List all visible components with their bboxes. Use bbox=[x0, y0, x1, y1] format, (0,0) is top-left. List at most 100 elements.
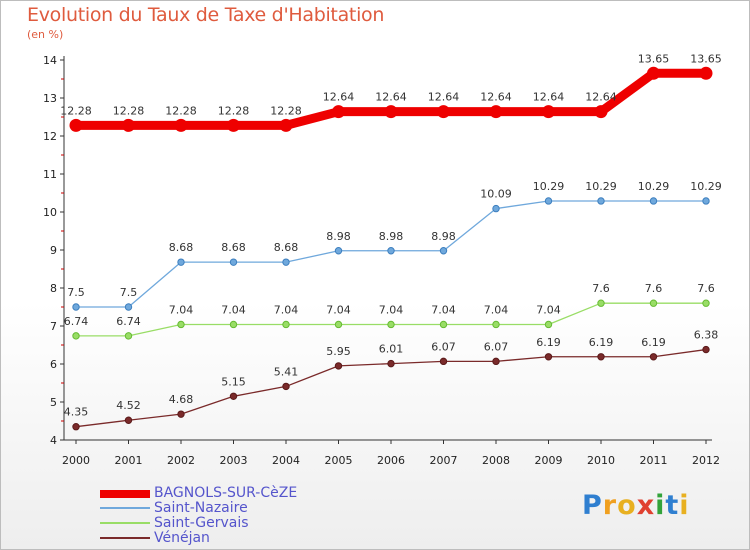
data-label: 12.64 bbox=[480, 91, 512, 104]
data-point bbox=[439, 320, 448, 329]
legend-label-saint-gervais: Saint-Gervais bbox=[154, 515, 249, 531]
data-label: 12.64 bbox=[533, 91, 565, 104]
data-point bbox=[279, 118, 293, 132]
data-point bbox=[334, 362, 343, 370]
data-label: 12.28 bbox=[113, 104, 145, 117]
x-tick-label: 2000 bbox=[62, 454, 90, 467]
data-label: 12.64 bbox=[323, 91, 355, 104]
data-point bbox=[384, 105, 398, 119]
data-point bbox=[647, 66, 660, 80]
data-point bbox=[229, 392, 238, 400]
legend-label-saint-nazaire: Saint-Nazaire bbox=[154, 500, 248, 516]
y-tick-label: 14 bbox=[43, 54, 57, 67]
data-point bbox=[177, 258, 185, 266]
data-point bbox=[124, 303, 133, 311]
data-point bbox=[702, 299, 710, 307]
data-point bbox=[544, 353, 553, 361]
data-label: 8.98 bbox=[379, 230, 404, 243]
legend-swatch-venejan bbox=[100, 537, 150, 539]
data-label: 10.29 bbox=[533, 180, 565, 193]
y-tick-label: 13 bbox=[43, 92, 57, 105]
y-tick-label: 4 bbox=[50, 434, 57, 447]
data-label: 10.29 bbox=[690, 180, 722, 193]
chart-title: Evolution du Taux de Taxe d'Habitation bbox=[27, 4, 385, 26]
data-point bbox=[332, 105, 345, 119]
x-tick-label: 2001 bbox=[115, 454, 143, 467]
legend-swatch-bagnols bbox=[100, 490, 150, 498]
x-tick-label: 2011 bbox=[640, 454, 668, 467]
logo-letter: x bbox=[636, 490, 656, 521]
data-point bbox=[439, 247, 448, 255]
data-label: 12.64 bbox=[428, 91, 460, 104]
data-point bbox=[177, 410, 185, 418]
data-point bbox=[544, 197, 553, 205]
data-point bbox=[492, 320, 500, 329]
data-point bbox=[69, 118, 83, 132]
data-label: 4.35 bbox=[64, 406, 89, 419]
data-point bbox=[72, 303, 80, 311]
y-tick-label: 11 bbox=[43, 168, 57, 181]
data-label: 7.6 bbox=[592, 282, 610, 295]
data-point bbox=[649, 353, 658, 361]
chart-subtitle: (en %) bbox=[27, 28, 64, 41]
data-point bbox=[282, 320, 290, 329]
y-tick-label: 9 bbox=[50, 244, 57, 257]
x-tick-label: 2008 bbox=[482, 454, 510, 467]
data-label: 4.68 bbox=[169, 393, 194, 406]
data-label: 13.65 bbox=[690, 52, 722, 65]
data-label: 7.04 bbox=[484, 303, 509, 316]
data-point bbox=[594, 105, 608, 119]
data-label: 10.09 bbox=[480, 188, 512, 201]
data-label: 5.95 bbox=[326, 345, 351, 358]
data-label: 6.38 bbox=[694, 329, 719, 342]
logo-letter: t bbox=[665, 490, 680, 521]
data-label: 6.74 bbox=[116, 315, 141, 328]
data-label: 7.04 bbox=[274, 303, 299, 316]
data-label: 7.04 bbox=[536, 303, 561, 316]
logo-letter: P bbox=[582, 490, 603, 521]
data-point bbox=[597, 197, 605, 205]
data-label: 7.04 bbox=[221, 303, 246, 316]
data-label: 6.19 bbox=[641, 336, 666, 349]
data-point bbox=[492, 204, 500, 213]
x-tick-label: 2003 bbox=[220, 454, 248, 467]
data-label: 12.64 bbox=[585, 91, 617, 104]
data-point bbox=[227, 118, 240, 132]
data-label: 12.28 bbox=[270, 104, 302, 117]
data-label: 6.74 bbox=[64, 315, 89, 328]
legend-label-bagnols: BAGNOLS-SUR-CèZE bbox=[154, 485, 298, 501]
data-label: 8.68 bbox=[169, 241, 194, 254]
data-point bbox=[597, 299, 605, 307]
data-point bbox=[439, 357, 448, 366]
data-label: 7.6 bbox=[645, 282, 663, 295]
data-point bbox=[334, 320, 343, 329]
x-tick-label: 2010 bbox=[587, 454, 615, 467]
data-point bbox=[229, 258, 238, 266]
data-point bbox=[72, 332, 80, 340]
logo-letter: o bbox=[617, 490, 637, 521]
data-point bbox=[229, 320, 238, 329]
data-point bbox=[542, 105, 555, 119]
data-point bbox=[649, 197, 658, 205]
y-tick-label: 7 bbox=[50, 320, 57, 333]
data-label: 7.04 bbox=[169, 303, 194, 316]
data-point bbox=[282, 258, 290, 266]
y-tick-label: 12 bbox=[43, 130, 57, 143]
data-point bbox=[72, 423, 80, 431]
data-point bbox=[124, 416, 133, 424]
data-label: 12.28 bbox=[218, 104, 250, 117]
data-label: 5.41 bbox=[274, 365, 299, 378]
data-label: 7.6 bbox=[697, 282, 715, 295]
y-tick-label: 5 bbox=[50, 396, 57, 409]
data-point bbox=[702, 345, 710, 354]
data-label: 5.15 bbox=[221, 375, 246, 388]
x-tick-label: 2006 bbox=[377, 454, 405, 467]
data-point bbox=[122, 118, 135, 132]
data-point bbox=[177, 320, 185, 329]
data-point bbox=[597, 353, 605, 361]
y-tick-label: 6 bbox=[50, 358, 57, 371]
data-label: 12.28 bbox=[165, 104, 197, 117]
data-label: 6.07 bbox=[484, 340, 509, 353]
legend-swatch-saint-nazaire bbox=[100, 507, 150, 509]
data-label: 8.68 bbox=[274, 241, 299, 254]
